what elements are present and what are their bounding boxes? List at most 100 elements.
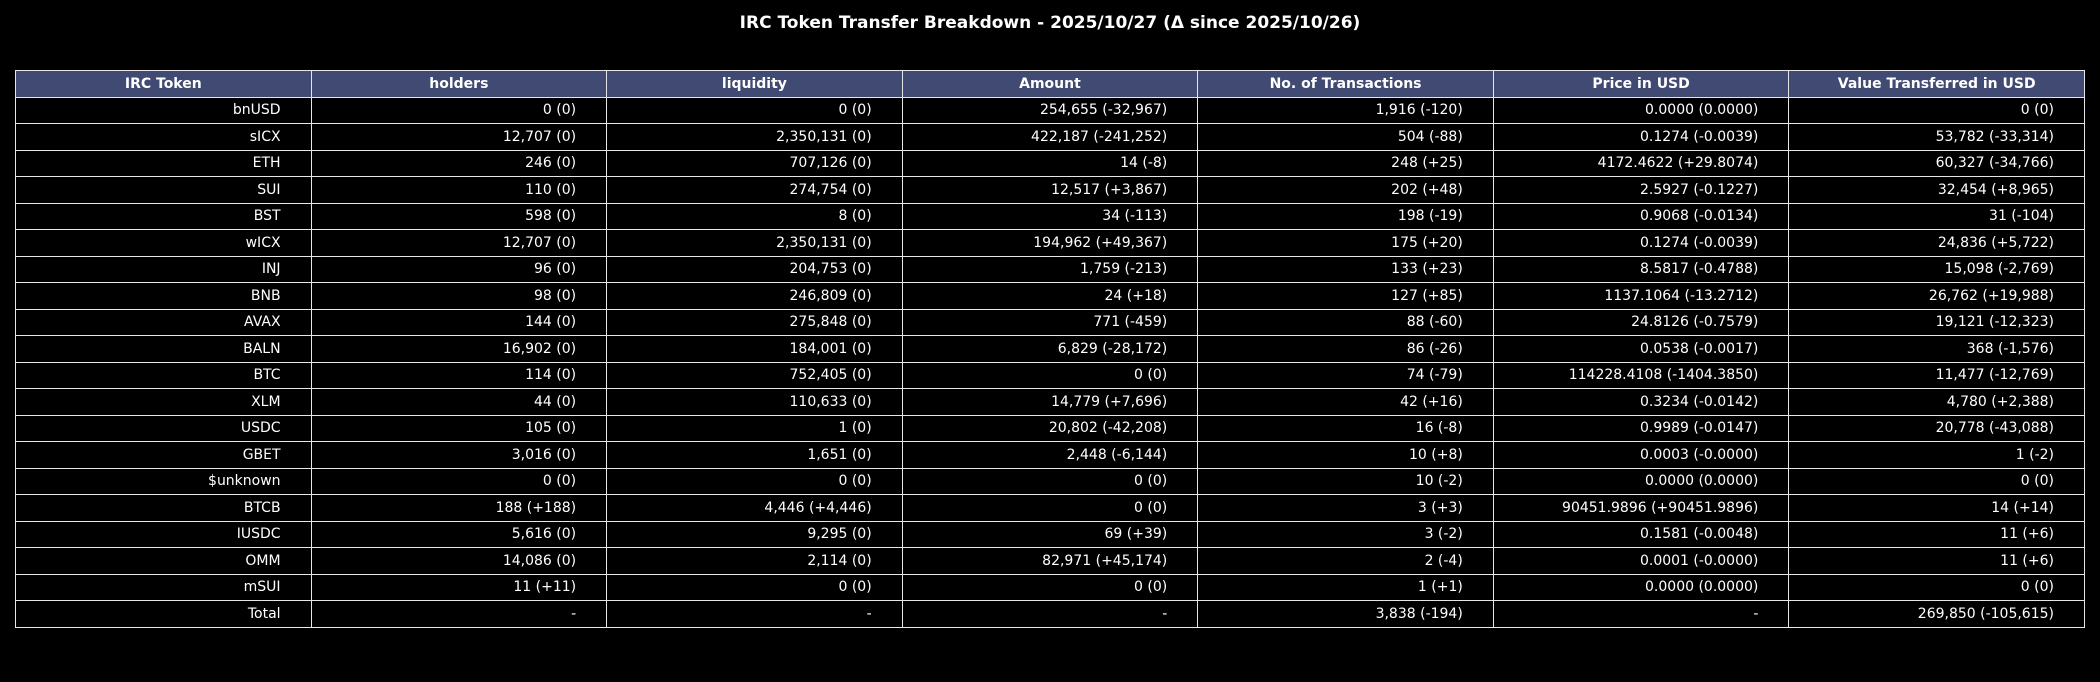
table-cell: 184,001 (0) [606,335,903,363]
table-cell: 16,902 (0) [310,335,608,363]
table-cell: 110 (0) [310,176,608,204]
table-cell: 110,633 (0) [606,388,903,416]
token-name-cell: BTC [15,361,312,389]
table-cell: 5,616 (0) [310,520,608,548]
table-cell: 707,126 (0) [606,149,903,177]
table-cell: 0.1274 (-0.0039) [1492,229,1790,257]
table-row: BTCB 188 (+188) 4,446 (+4,446) 0 (0) 3 (+3) 9… [15,494,2085,522]
table-cell: 2,448 (-6,144) [901,441,1199,469]
table-cell: 0 (0) [606,467,903,495]
table-cell: 1137.1064 (-13.2712) [1492,282,1790,310]
column-header: IRC Token [15,70,312,98]
table-cell: 0.0001 (-0.0000) [1492,547,1790,575]
table-cell: - [1492,600,1790,628]
token-transfer-table: IRC Token holders liquidity Amount No. of Tr… [15,70,2085,628]
table-cell: 0.9989 (-0.0147) [1492,414,1790,442]
table-cell: 0.0538 (-0.0017) [1492,335,1790,363]
token-name-cell: XLM [15,388,312,416]
table-cell: 0 (0) [901,573,1199,601]
table-cell: 254,655 (-32,967) [901,96,1199,124]
table-cell: 86 (-26) [1197,335,1494,363]
column-header: Price in USD [1492,70,1790,98]
table-row: OMM 14,086 (0) 2,114 (0) 82,971 (+45,174) 2 … [15,547,2085,575]
table-cell: 11 (+6) [1788,547,2085,575]
table-cell: 0 (0) [606,573,903,601]
table-cell: 0 (0) [1788,467,2085,495]
header-row: IRC Token holders liquidity Amount No. of Tr… [15,70,2085,98]
table-cell: 8 (0) [606,202,903,230]
table-cell: 246 (0) [310,149,608,177]
table-cell: 53,782 (-33,314) [1788,123,2085,151]
table-row: mSUI 11 (+11) 0 (0) 0 (0) 1 (+1) 0.0000 (0.00… [15,573,2085,601]
table-cell: 31 (-104) [1788,202,2085,230]
column-header: liquidity [606,70,903,98]
table-cell: 14,779 (+7,696) [901,388,1199,416]
table-cell: 204,753 (0) [606,255,903,283]
token-name-cell: bnUSD [15,96,312,124]
table-cell: 0.9068 (-0.0134) [1492,202,1790,230]
table-cell: 0 (0) [901,361,1199,389]
table-cell: 504 (-88) [1197,123,1494,151]
table-cell: 3,838 (-194) [1197,600,1494,628]
token-name-cell: BNB [15,282,312,310]
table-cell: 752,405 (0) [606,361,903,389]
table-cell: 3,016 (0) [310,441,608,469]
column-header: Amount [901,70,1199,98]
table-cell: 14,086 (0) [310,547,608,575]
table-cell: 246,809 (0) [606,282,903,310]
table-cell: 175 (+20) [1197,229,1494,257]
table-cell: 0.0000 (0.0000) [1492,467,1790,495]
table-cell: 4172.4622 (+29.8074) [1492,149,1790,177]
table-row: ETH 246 (0) 707,126 (0) 14 (-8) 248 (+25) 417… [15,149,2085,177]
token-name-cell: GBET [15,441,312,469]
table-cell: 1 (-2) [1788,441,2085,469]
token-name-cell: $unknown [15,467,312,495]
table-cell: 1,651 (0) [606,441,903,469]
column-header: Value Transferred in USD [1788,70,2085,98]
table-cell: 1 (+1) [1197,573,1494,601]
table-row: $unknown 0 (0) 0 (0) 0 (0) 10 (-2) 0.0000 (0.… [15,467,2085,495]
table-row: wICX 12,707 (0) 2,350,131 (0) 194,962 (+49,… [15,229,2085,257]
table-cell: 10 (+8) [1197,441,1494,469]
table-cell: 144 (0) [310,308,608,336]
table-cell: 12,517 (+3,867) [901,176,1199,204]
token-name-cell: USDC [15,414,312,442]
table-row: XLM 44 (0) 110,633 (0) 14,779 (+7,696) 42 (+… [15,388,2085,416]
token-name-cell: mSUI [15,573,312,601]
table-cell: 74 (-79) [1197,361,1494,389]
table-cell: 24.8126 (-0.7579) [1492,308,1790,336]
table-cell: 194,962 (+49,367) [901,229,1199,257]
table-cell: 0.1274 (-0.0039) [1492,123,1790,151]
table-cell: 88 (-60) [1197,308,1494,336]
table-cell: 9,295 (0) [606,520,903,548]
table-cell: 15,098 (-2,769) [1788,255,2085,283]
table-cell: 198 (-19) [1197,202,1494,230]
table-cell: 32,454 (+8,965) [1788,176,2085,204]
table-cell: 0.0000 (0.0000) [1492,573,1790,601]
table-cell: 422,187 (-241,252) [901,123,1199,151]
token-name-cell: SUI [15,176,312,204]
token-name-cell: AVAX [15,308,312,336]
table-cell: 0 (0) [1788,573,2085,601]
table-cell: - [606,600,903,628]
token-name-cell: BALN [15,335,312,363]
table-row: AVAX 144 (0) 275,848 (0) 771 (-459) 88 (-60)… [15,308,2085,336]
table-cell: 2,350,131 (0) [606,123,903,151]
table-cell: 8.5817 (-0.4788) [1492,255,1790,283]
table-cell: 0 (0) [606,96,903,124]
table-cell: 202 (+48) [1197,176,1494,204]
table-cell: 0 (0) [1788,96,2085,124]
table-cell: 11 (+6) [1788,520,2085,548]
table-cell: 42 (+16) [1197,388,1494,416]
table-row: BNB 98 (0) 246,809 (0) 24 (+18) 127 (+85) 113… [15,282,2085,310]
table-cell: 14 (-8) [901,149,1199,177]
table-cell: 269,850 (-105,615) [1788,600,2085,628]
table-cell: 82,971 (+45,174) [901,547,1199,575]
table-cell: 3 (-2) [1197,520,1494,548]
table-cell: 2,350,131 (0) [606,229,903,257]
table-cell: 98 (0) [310,282,608,310]
table-cell: 60,327 (-34,766) [1788,149,2085,177]
token-name-cell: BTCB [15,494,312,522]
table-cell: 274,754 (0) [606,176,903,204]
table-cell: 14 (+14) [1788,494,2085,522]
